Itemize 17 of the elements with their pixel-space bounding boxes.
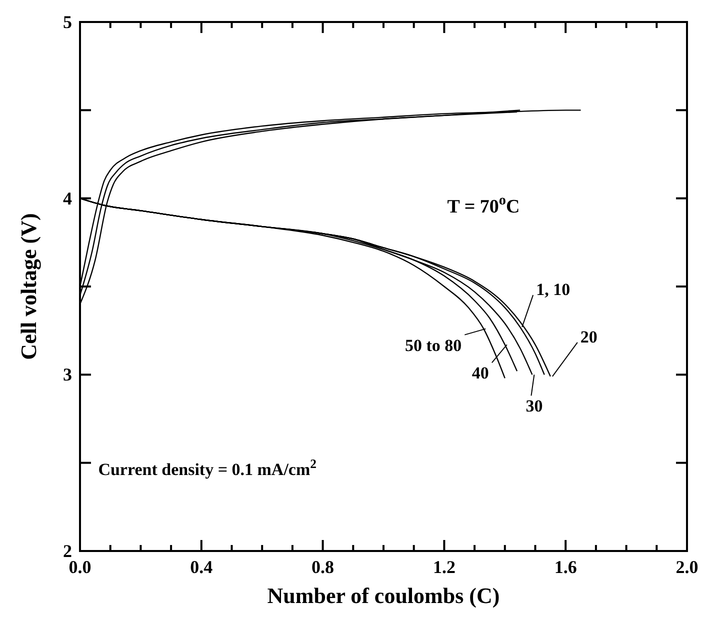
legend-label: 40 [472,364,489,383]
x-axis-title: Number of coulombs (C) [267,583,500,608]
y-axis-title: Cell voltage (V) [16,213,41,360]
x-tick-label: 0.4 [190,557,213,577]
annotation: Current density = 0.1 mA/cm$^{2}$ [98,457,317,480]
x-tick-label: 1.6 [554,557,577,577]
x-tick-label: 1.2 [432,557,456,577]
text: 20 [580,327,598,346]
legend-label: 50 to 80 [404,336,462,355]
y-tick-label: 3 [63,364,72,385]
annotation: T = 70$^{o}$C [447,192,520,218]
legend-label: 30 [526,396,543,416]
x-tick-label: 0.8 [312,557,334,577]
y-tick-label: 4 [63,188,72,208]
x-tick-label: 2.0 [676,557,698,577]
series-label: 1, 10 [536,280,570,300]
y-tick-label: 5 [63,12,72,32]
